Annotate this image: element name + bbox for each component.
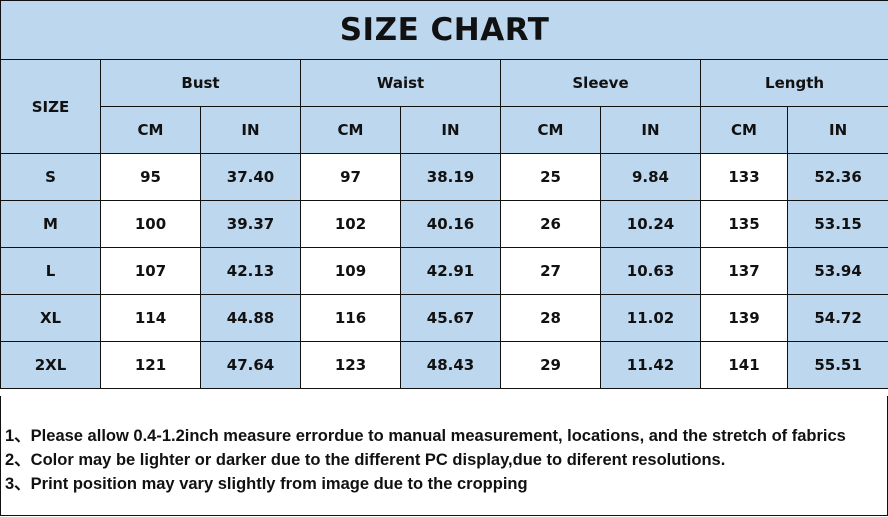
value-cell: 29 [500, 341, 601, 389]
unit-header: CM [700, 106, 788, 154]
value-cell: 123 [300, 341, 401, 389]
value-cell: 133 [700, 153, 788, 201]
value-cell: 45.67 [400, 294, 501, 342]
value-cell: 121 [100, 341, 201, 389]
note-1: 1、Please allow 0.4-1.2inch measure error… [5, 427, 846, 445]
chart-title: SIZE CHART [0, 0, 888, 60]
value-cell: 10.24 [600, 200, 701, 248]
value-cell: 25 [500, 153, 601, 201]
value-cell: 107 [100, 247, 201, 295]
value-cell: 135 [700, 200, 788, 248]
value-cell: 53.15 [786, 200, 888, 248]
value-cell: 26 [500, 200, 601, 248]
note-2: 2、Color may be lighter or darker due to … [5, 451, 726, 469]
value-cell: 100 [100, 200, 201, 248]
value-cell: 42.13 [200, 247, 301, 295]
size-cell: L [0, 247, 101, 295]
value-cell: 102 [300, 200, 401, 248]
value-cell: 44.88 [200, 294, 301, 342]
value-cell: 114 [100, 294, 201, 342]
unit-header: CM [500, 106, 601, 154]
value-cell: 139 [700, 294, 788, 342]
value-cell: 52.36 [786, 153, 888, 201]
unit-header: IN [600, 106, 701, 154]
value-cell: 137 [700, 247, 788, 295]
size-cell: XL [0, 294, 101, 342]
value-cell: 55.51 [786, 341, 888, 389]
group-header-waist: Waist [300, 59, 501, 107]
size-cell: S [0, 153, 101, 201]
value-cell: 28 [500, 294, 601, 342]
value-cell: 97 [300, 153, 401, 201]
value-cell: 95 [100, 153, 201, 201]
notes-box: 1、Please allow 0.4-1.2inch measure error… [0, 396, 888, 516]
table-row: S 95 37.40 97 38.19 25 9.84 133 52.36 [0, 153, 888, 201]
value-cell: 141 [700, 341, 788, 389]
value-cell: 48.43 [400, 341, 501, 389]
value-cell: 47.64 [200, 341, 301, 389]
group-header-bust: Bust [100, 59, 301, 107]
value-cell: 116 [300, 294, 401, 342]
group-header-sleeve: Sleeve [500, 59, 701, 107]
unit-header: IN [786, 106, 888, 154]
value-cell: 42.91 [400, 247, 501, 295]
size-chart-table: SIZE CHART SIZE Bust Waist Sleeve Length CM… [0, 0, 888, 389]
value-cell: 9.84 [600, 153, 701, 201]
size-cell: M [0, 200, 101, 248]
table-row: L 107 42.13 109 42.91 27 10.63 137 53.94 [0, 247, 888, 295]
unit-header: IN [400, 106, 501, 154]
value-cell: 53.94 [786, 247, 888, 295]
size-header: SIZE [0, 59, 101, 154]
value-cell: 39.37 [200, 200, 301, 248]
value-cell: 11.42 [600, 341, 701, 389]
group-header-length: Length [699, 59, 888, 107]
unit-header: CM [300, 106, 401, 154]
value-cell: 11.02 [600, 294, 701, 342]
size-cell: 2XL [0, 341, 101, 389]
value-cell: 109 [300, 247, 401, 295]
value-cell: 10.63 [600, 247, 701, 295]
unit-header: IN [200, 106, 301, 154]
value-cell: 40.16 [400, 200, 501, 248]
value-cell: 38.19 [400, 153, 501, 201]
value-cell: 27 [500, 247, 601, 295]
note-3: 3、Print position may vary slightly from … [5, 475, 528, 493]
table-row: 2XL 121 47.64 123 48.43 29 11.42 141 55.51 [0, 341, 888, 389]
table-row: M 100 39.37 102 40.16 26 10.24 135 53.15 [0, 200, 888, 248]
table-row: XL 114 44.88 116 45.67 28 11.02 139 54.72 [0, 294, 888, 342]
unit-header: CM [100, 106, 201, 154]
value-cell: 37.40 [200, 153, 301, 201]
value-cell: 54.72 [786, 294, 888, 342]
